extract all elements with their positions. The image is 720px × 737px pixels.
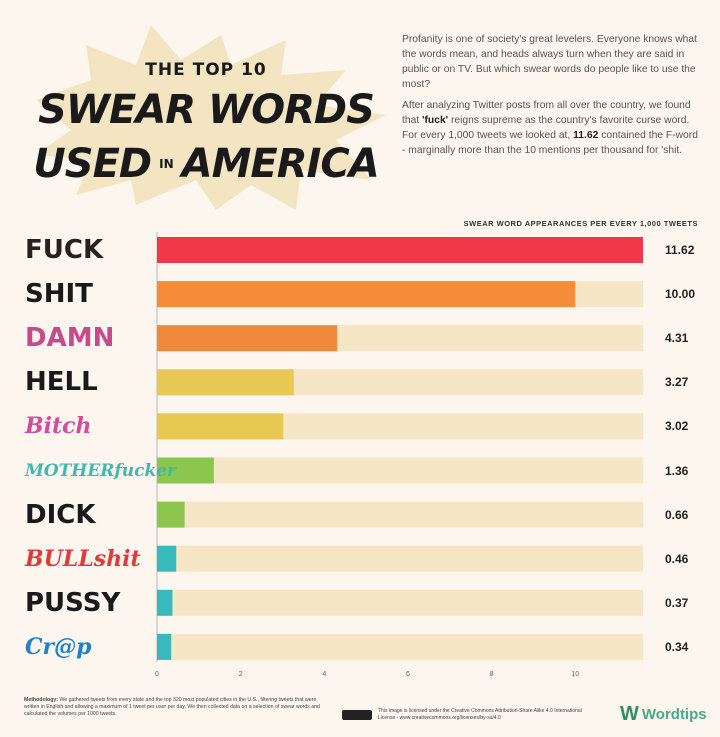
cc-badge-icon [342, 709, 372, 720]
text: After analyzing Twitter posts from all o… [402, 100, 691, 126]
bar-hell [157, 369, 294, 396]
value-label: 11.62 [665, 243, 695, 257]
value-label: 0.37 [665, 595, 689, 610]
word-label: HELL [25, 367, 98, 398]
word-label: SHIT [25, 279, 93, 310]
value-label: 3.27 [665, 375, 689, 390]
bar-track [157, 501, 643, 528]
word-label: Bitch [25, 413, 92, 440]
title-block: THE TOP 10 SWEAR WORDS USED IN AMERICA [16, 20, 396, 210]
value-label: 10.00 [665, 287, 696, 302]
bar-bullshit [157, 545, 177, 572]
value-label: 0.66 [665, 507, 689, 522]
intro-paragraph-1: Profanity is one of society's great leve… [402, 34, 697, 90]
word-label: FUCK [25, 235, 104, 265]
logo-mark: W [620, 703, 639, 725]
x-tick-label: 8 [490, 671, 494, 678]
word-label: PUSSY [25, 587, 121, 618]
value-label: 0.46 [665, 551, 689, 566]
title-used: USED [33, 141, 152, 187]
value-label: 1.36 [665, 463, 689, 478]
word-label: MOTHERfucker [25, 460, 176, 481]
word-label: DICK [25, 499, 96, 530]
text: reigns supreme as the country's favorite… [402, 115, 690, 141]
value-label: 0.34 [665, 639, 689, 654]
bar-cr@p [157, 633, 172, 660]
word-label: DAMN [25, 323, 115, 354]
value-label: 3.02 [665, 419, 689, 434]
axis-title: SWEAR WORD APPEARANCES PER EVERY 1,000 T… [463, 219, 698, 228]
title-stack: THE TOP 10 SWEAR WORDS USED IN AMERICA [16, 60, 396, 188]
title-line1: THE TOP 10 [145, 60, 267, 80]
title-line2: SWEAR WORDS [38, 87, 375, 133]
bar-track [157, 545, 643, 572]
word-label: BULLshit [25, 545, 141, 572]
x-tick-label: 10 [571, 671, 579, 678]
text: contained the F-word - marginally more t… [402, 130, 698, 156]
bar-track [157, 457, 643, 484]
bar-dick [157, 501, 185, 528]
highlight-number: 11.62 [573, 130, 599, 141]
title-line3: USED IN AMERICA [33, 140, 380, 188]
x-tick-label: 6 [406, 671, 410, 678]
title-in: IN [159, 157, 174, 171]
title-america: AMERICA [181, 141, 380, 187]
bar-shit [157, 281, 576, 308]
license: This image is licensed under the Creativ… [342, 708, 582, 721]
intro-paragraph-2: After analyzing Twitter posts from all o… [402, 98, 704, 158]
bar-track [157, 633, 643, 660]
methodology-label: Methodology: [24, 697, 58, 703]
starburst-background [36, 25, 386, 210]
methodology: Methodology: We gathered tweets from eve… [24, 697, 324, 718]
x-tick-label: 2 [239, 671, 243, 678]
bar-bitch [157, 413, 284, 440]
bar-motherfucker [157, 457, 214, 484]
bar-pussy [157, 589, 173, 616]
license-text: This image is licensed under the Creativ… [378, 708, 582, 721]
logo-text: Wordtips [641, 706, 707, 723]
x-tick-label: 4 [322, 671, 326, 678]
bar-damn [157, 325, 338, 352]
intro-text: Profanity is one of society's great leve… [402, 32, 704, 164]
bar-track [157, 589, 643, 616]
methodology-text: We gathered tweets from every state and … [24, 697, 320, 717]
bar-fuck [157, 237, 643, 263]
value-label: 4.31 [665, 331, 689, 346]
highlight-word: 'fuck' [422, 115, 449, 126]
x-tick-label: 0 [155, 671, 159, 678]
wordtips-logo[interactable]: W Wordtips [620, 703, 707, 726]
word-label: Cr@p [25, 633, 92, 660]
